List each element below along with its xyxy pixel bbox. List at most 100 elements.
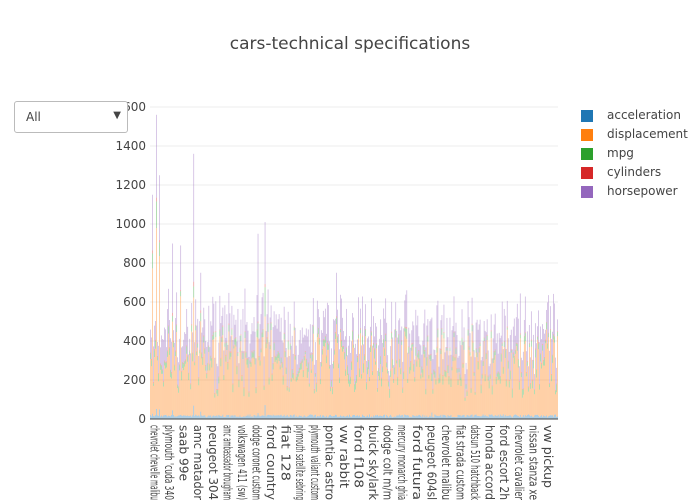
bar-acceleration[interactable]: [411, 417, 413, 419]
bar-cylinders[interactable]: [391, 331, 393, 334]
bar-horsepower[interactable]: [343, 330, 344, 346]
bar-horsepower[interactable]: [521, 360, 523, 389]
bar-mpg[interactable]: [399, 359, 401, 368]
bar-displacement[interactable]: [496, 376, 498, 417]
bar-displacement[interactable]: [315, 391, 317, 418]
bar-displacement[interactable]: [308, 386, 310, 415]
bar-acceleration[interactable]: [467, 415, 469, 419]
bar-displacement[interactable]: [431, 381, 433, 413]
bar-displacement[interactable]: [538, 349, 539, 416]
bar-displacement[interactable]: [450, 386, 452, 415]
bar-acceleration[interactable]: [490, 414, 492, 419]
bar-cylinders[interactable]: [537, 336, 538, 337]
bar-acceleration[interactable]: [209, 415, 211, 419]
bar-displacement[interactable]: [507, 368, 509, 416]
bar-acceleration[interactable]: [333, 415, 334, 419]
bar-displacement[interactable]: [482, 366, 484, 415]
bar-displacement[interactable]: [251, 358, 253, 416]
bar-mpg[interactable]: [368, 361, 369, 370]
bar-mpg[interactable]: [328, 366, 330, 369]
bar-horsepower[interactable]: [497, 353, 499, 372]
bar-acceleration[interactable]: [160, 416, 161, 419]
bar-mpg[interactable]: [164, 361, 165, 366]
bar-horsepower[interactable]: [179, 338, 181, 365]
bar-mpg[interactable]: [236, 366, 238, 375]
bar-displacement[interactable]: [554, 342, 555, 415]
bar-displacement[interactable]: [289, 349, 291, 415]
bar-cylinders[interactable]: [163, 380, 164, 383]
bar-acceleration[interactable]: [415, 416, 417, 419]
bar-cylinders[interactable]: [233, 345, 235, 347]
bar-acceleration[interactable]: [216, 415, 218, 419]
bar-acceleration[interactable]: [157, 415, 158, 419]
bar-horsepower[interactable]: [340, 294, 341, 329]
bar-cylinders[interactable]: [261, 332, 263, 334]
bar-displacement[interactable]: [186, 353, 188, 416]
bar-displacement[interactable]: [189, 355, 191, 416]
bar-acceleration[interactable]: [514, 414, 516, 419]
bar-horsepower[interactable]: [364, 326, 365, 355]
bar-cylinders[interactable]: [548, 332, 549, 334]
bar-acceleration[interactable]: [451, 417, 453, 419]
bar-horsepower[interactable]: [437, 300, 439, 329]
bar-acceleration[interactable]: [353, 414, 354, 419]
bar-displacement[interactable]: [444, 376, 446, 416]
bar-acceleration[interactable]: [410, 416, 412, 419]
bar-displacement[interactable]: [545, 343, 546, 417]
bar-cylinders[interactable]: [312, 325, 314, 327]
bar-horsepower[interactable]: [171, 341, 172, 373]
bar-horsepower[interactable]: [284, 319, 286, 351]
bar-horsepower[interactable]: [542, 324, 543, 344]
bar-horsepower[interactable]: [202, 327, 204, 358]
bar-acceleration[interactable]: [344, 416, 345, 419]
bar-mpg[interactable]: [249, 361, 251, 364]
bar-acceleration[interactable]: [518, 416, 520, 419]
bar-mpg[interactable]: [253, 350, 255, 359]
bar-horsepower[interactable]: [423, 323, 425, 345]
bar-cylinders[interactable]: [262, 328, 264, 330]
bar-acceleration[interactable]: [279, 415, 281, 419]
bar-mpg[interactable]: [293, 327, 295, 331]
bar-cylinders[interactable]: [383, 338, 385, 340]
bar-mpg[interactable]: [499, 376, 501, 384]
bar-acceleration[interactable]: [496, 416, 498, 419]
bar-horsepower[interactable]: [494, 313, 496, 350]
bar-mpg[interactable]: [433, 370, 435, 375]
bar-displacement[interactable]: [322, 346, 324, 416]
bar-horsepower[interactable]: [298, 339, 300, 368]
bar-cylinders[interactable]: [277, 350, 279, 352]
bar-displacement[interactable]: [411, 350, 413, 418]
bar-horsepower[interactable]: [301, 327, 303, 360]
bar-horsepower[interactable]: [299, 330, 301, 363]
bar-horsepower[interactable]: [360, 308, 361, 329]
bar-mpg[interactable]: [183, 364, 185, 371]
bar-horsepower[interactable]: [165, 329, 166, 362]
bar-mpg[interactable]: [427, 336, 429, 342]
bar-cylinders[interactable]: [490, 330, 492, 332]
bar-displacement[interactable]: [222, 335, 224, 415]
bar-horsepower[interactable]: [479, 319, 481, 343]
bar-acceleration[interactable]: [159, 409, 160, 419]
bar-horsepower[interactable]: [520, 357, 522, 372]
bar-acceleration[interactable]: [275, 415, 277, 419]
bar-mpg[interactable]: [445, 371, 447, 378]
bar-displacement[interactable]: [365, 336, 366, 418]
bar-cylinders[interactable]: [322, 339, 324, 341]
bar-cylinders[interactable]: [376, 343, 378, 345]
bar-mpg[interactable]: [177, 385, 179, 389]
bar-cylinders[interactable]: [448, 375, 450, 377]
bar-cylinders[interactable]: [542, 343, 543, 346]
bar-displacement[interactable]: [354, 392, 355, 415]
bar-cylinders[interactable]: [158, 372, 159, 374]
bar-displacement[interactable]: [233, 348, 235, 417]
bar-horsepower[interactable]: [467, 301, 469, 330]
bar-cylinders[interactable]: [453, 331, 455, 333]
bar-horsepower[interactable]: [218, 342, 220, 377]
bar-horsepower[interactable]: [496, 333, 498, 373]
bar-cylinders[interactable]: [468, 346, 470, 348]
bar-horsepower[interactable]: [403, 328, 405, 372]
bar-acceleration[interactable]: [244, 416, 246, 419]
bar-mpg[interactable]: [510, 350, 512, 353]
bar-cylinders[interactable]: [544, 357, 545, 359]
bar-cylinders[interactable]: [372, 371, 373, 373]
